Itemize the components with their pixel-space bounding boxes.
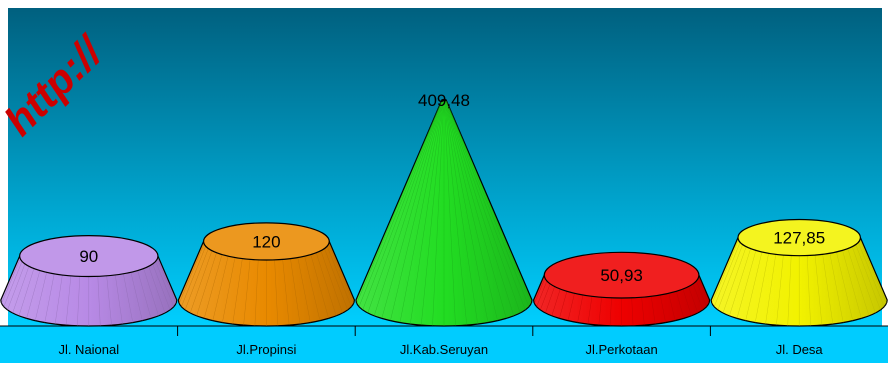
data-label-jl-propinsi: 120 [252,232,280,251]
cone-top-jl-perkotaan [543,251,700,299]
tick-label-jl-kab-seruyan: Jl.Kab.Seruyan [400,342,488,357]
cone-top-jl-desa [737,218,862,257]
category-axis-band [0,326,888,363]
tick-label-jl-propinsi: Jl.Propinsi [236,342,296,357]
cone-jl-propinsi: 120 [177,222,356,327]
data-label-jl-naional: 90 [79,247,98,266]
data-label-jl-perkotaan: 50,93 [600,266,643,285]
tick-label-jl-perkotaan: Jl.Perkotaan [585,342,657,357]
data-label-jl-kab-seruyan: 409,48 [418,91,470,110]
tick-label-jl-naional: Jl. Naional [58,342,119,357]
cone-jl-desa: 127,85 [710,218,888,327]
cone-facets-jl-desa [711,239,887,326]
cone-facets-jl-naional [1,258,177,326]
cone-top-jl-naional [19,235,159,278]
cone-jl-kab-seruyan: 409,48 [355,91,533,327]
cone-jl-naional: 90 [0,235,178,327]
data-label-jl-desa: 127,85 [773,229,825,248]
cone-jl-perkotaan: 50,93 [532,251,711,327]
cone-facets-jl-perkotaan [534,278,710,326]
cone-facets-jl-kab-seruyan [356,100,532,326]
cone-facets-jl-propinsi [178,243,354,326]
tick-label-jl-desa: Jl. Desa [776,342,824,357]
cone-top-jl-kab-seruyan [441,98,447,102]
cone-top-jl-propinsi [202,222,330,261]
